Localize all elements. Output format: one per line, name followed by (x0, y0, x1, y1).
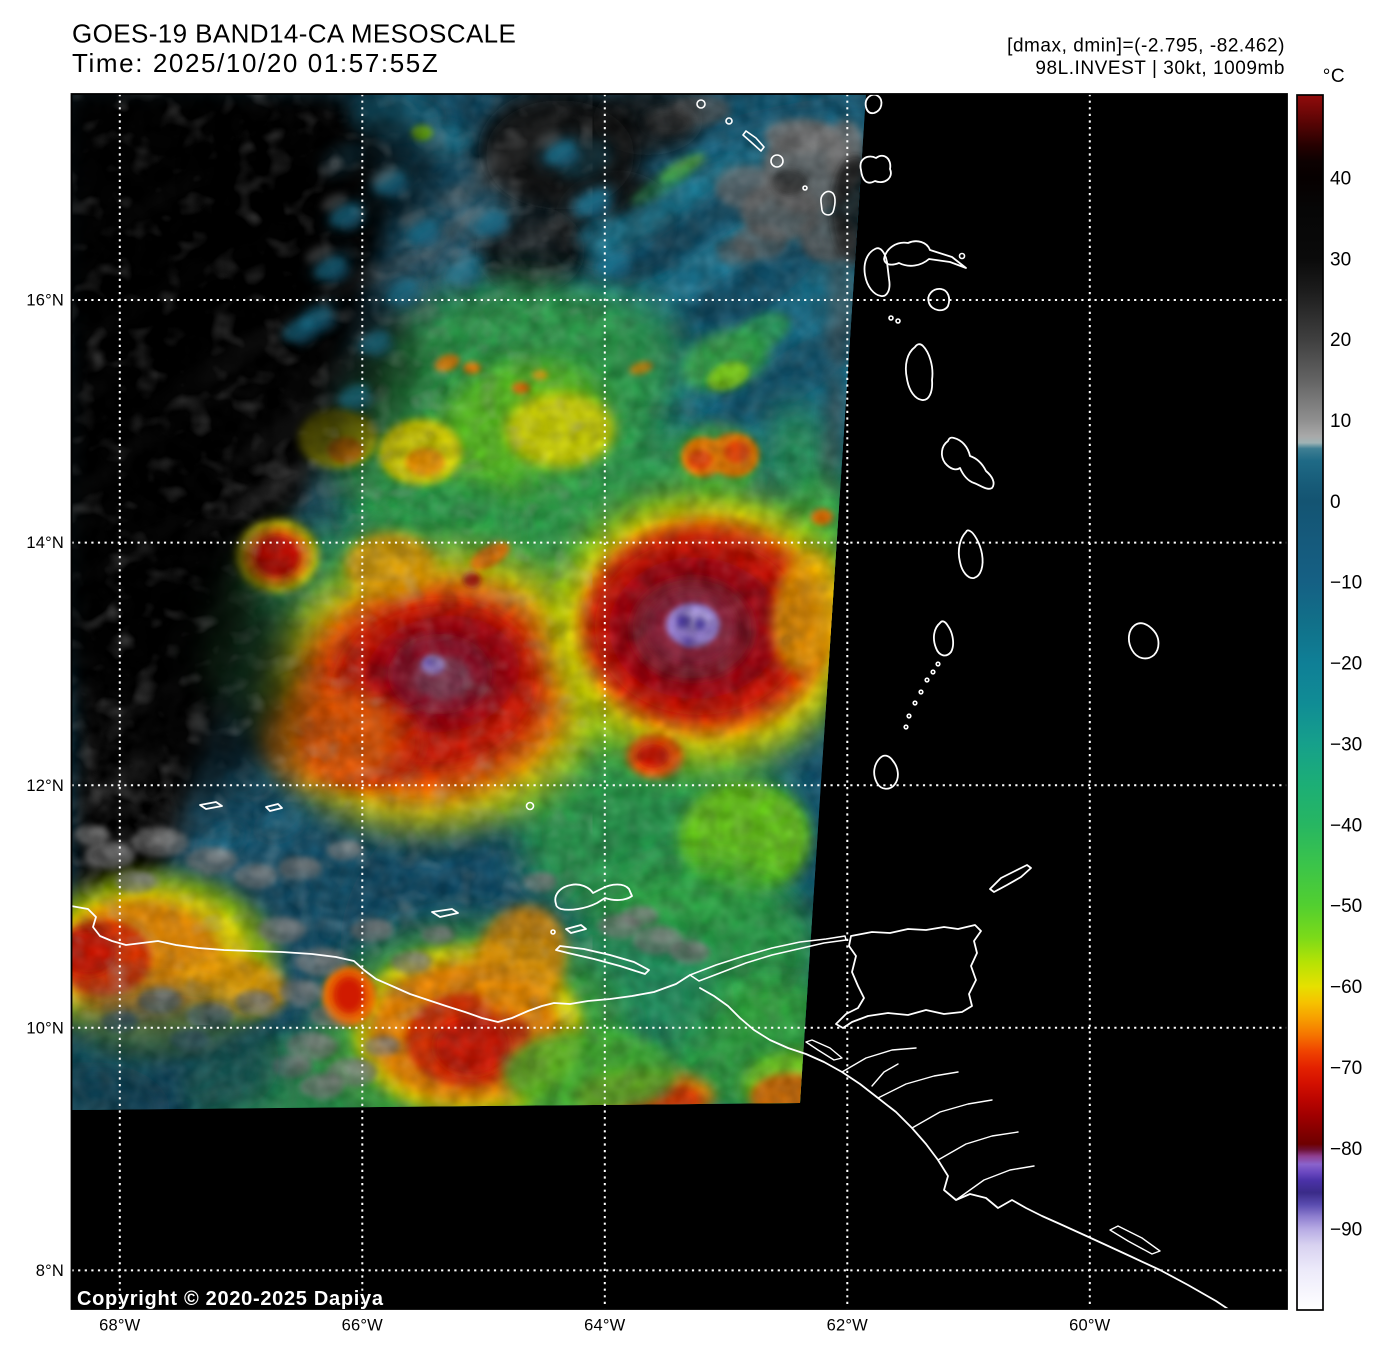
svg-text:10: 10 (1330, 411, 1351, 432)
svg-text:66°W: 66°W (342, 1317, 384, 1335)
svg-text:30: 30 (1330, 249, 1351, 270)
svg-text:−60: −60 (1330, 977, 1362, 998)
svg-text:12°N: 12°N (26, 777, 64, 795)
svg-text:60°W: 60°W (1069, 1317, 1111, 1335)
svg-text:GOES-19 BAND14-CA MESOSCALE: GOES-19 BAND14-CA MESOSCALE (72, 19, 516, 49)
svg-text:Copyright © 2020-2025 Dapiya: Copyright © 2020-2025 Dapiya (77, 1288, 384, 1310)
svg-text:−20: −20 (1330, 654, 1362, 675)
svg-text:Time: 2025/10/20 01:57:55Z: Time: 2025/10/20 01:57:55Z (72, 48, 439, 78)
svg-text:10°N: 10°N (26, 1019, 64, 1037)
svg-text:[dmax, dmin]=(-2.795, -82.462): [dmax, dmin]=(-2.795, -82.462) (1007, 36, 1285, 57)
svg-text:−70: −70 (1330, 1058, 1362, 1079)
svg-text:16°N: 16°N (26, 292, 64, 310)
svg-text:−10: −10 (1330, 573, 1362, 594)
svg-text:62°W: 62°W (827, 1317, 869, 1335)
svg-text:−90: −90 (1330, 1220, 1362, 1241)
svg-text:−80: −80 (1330, 1139, 1362, 1160)
svg-text:0: 0 (1330, 492, 1341, 513)
svg-text:−30: −30 (1330, 735, 1362, 756)
svg-text:14°N: 14°N (26, 534, 64, 552)
svg-text:−40: −40 (1330, 815, 1362, 836)
svg-text:20: 20 (1330, 330, 1351, 351)
svg-text:64°W: 64°W (584, 1317, 626, 1335)
svg-text:−50: −50 (1330, 896, 1362, 917)
svg-text:98L.INVEST | 30kt, 1009mb: 98L.INVEST | 30kt, 1009mb (1035, 58, 1285, 79)
svg-text:40: 40 (1330, 168, 1351, 189)
svg-text:68°W: 68°W (99, 1317, 141, 1335)
svg-text:8°N: 8°N (36, 1262, 64, 1280)
svg-text:°C: °C (1323, 66, 1345, 87)
